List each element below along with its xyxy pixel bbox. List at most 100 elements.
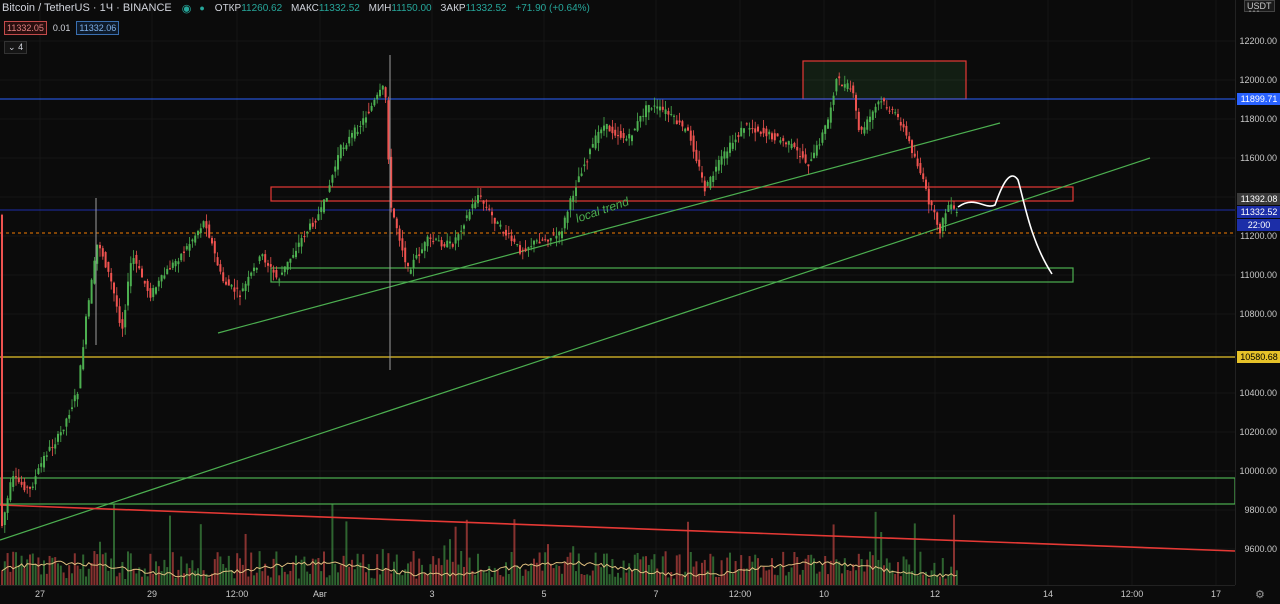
- candle-body: [743, 128, 745, 133]
- candle-body: [300, 238, 303, 247]
- symbol-title[interactable]: Bitcoin / TetherUS · 1Ч · BINANCE: [2, 2, 172, 14]
- candle-body: [773, 133, 776, 141]
- candle-body: [488, 208, 491, 210]
- volume-bar: [633, 554, 636, 585]
- candle-body: [146, 280, 149, 291]
- candle-body: [202, 221, 205, 228]
- candle-body: [589, 149, 591, 155]
- candle-body: [947, 205, 950, 212]
- buy-button[interactable]: 11332.06: [76, 21, 120, 35]
- candle-body: [849, 88, 852, 90]
- candle-body: [31, 486, 34, 488]
- volume-bar: [544, 552, 547, 585]
- volume-bar: [272, 558, 275, 585]
- candle-body: [278, 279, 281, 281]
- candle-body: [107, 261, 110, 272]
- time-tick: 12:00: [728, 589, 752, 599]
- candle-body: [930, 201, 933, 206]
- volume-bar: [404, 569, 407, 585]
- candle-body: [471, 204, 474, 209]
- volume-bar: [281, 567, 283, 585]
- candle-body: [272, 269, 275, 273]
- currency-label[interactable]: USDT: [1244, 0, 1275, 12]
- candle-body: [275, 269, 278, 278]
- candle-body: [20, 481, 23, 485]
- candle-body: [169, 268, 171, 270]
- candle-body: [171, 262, 174, 268]
- candle-body: [645, 105, 647, 118]
- volume-bar: [152, 573, 155, 585]
- candle-body: [381, 85, 384, 90]
- volume-bar: [524, 569, 527, 585]
- support-zone-mid[interactable]: [270, 267, 1074, 283]
- main-trend-line[interactable]: [0, 157, 1151, 541]
- volume-bar: [295, 555, 297, 585]
- settings-icon[interactable]: ⋯: [1248, 4, 1260, 18]
- volume-bar: [3, 561, 6, 585]
- volume-bar: [73, 553, 76, 585]
- volume-bar: [325, 577, 328, 585]
- volume-bar: [827, 574, 829, 585]
- indicators-collapse-button[interactable]: ⌄ 4: [4, 41, 28, 54]
- candle-body: [437, 240, 440, 242]
- volume-bar: [435, 564, 437, 585]
- candle-body: [905, 125, 908, 136]
- candle-body: [297, 242, 300, 247]
- candle-body: [250, 272, 253, 276]
- sell-button[interactable]: 11332.05: [4, 21, 47, 35]
- resistance-zone-top[interactable]: [802, 60, 967, 100]
- volume-bar: [687, 521, 689, 585]
- gear-icon[interactable]: ⚙: [1255, 589, 1265, 601]
- volume-bar: [591, 570, 594, 585]
- volume-bar: [857, 553, 860, 585]
- volume-bar: [516, 565, 519, 585]
- candle-body: [754, 128, 757, 133]
- volume-bar: [790, 567, 793, 585]
- volume-bar: [552, 568, 555, 585]
- chart-canvas[interactable]: [0, 0, 1235, 585]
- candle-body: [684, 128, 687, 132]
- volume-bar: [227, 555, 230, 585]
- volume-bar: [919, 551, 922, 585]
- candle-body: [213, 241, 216, 254]
- candle-body: [118, 306, 121, 323]
- local-trend-line[interactable]: [217, 122, 1001, 334]
- resistance-zone-mid[interactable]: [270, 186, 1074, 202]
- candle-body: [93, 260, 96, 284]
- chart-plot-area[interactable]: local trend: [0, 0, 1235, 585]
- volume-bar: [197, 568, 199, 585]
- time-tick: 7: [653, 589, 659, 599]
- candle-body: [547, 239, 549, 242]
- volume-bar: [619, 577, 622, 585]
- volume-bar: [684, 571, 687, 585]
- candle-body: [597, 131, 600, 143]
- candle-body: [6, 498, 9, 513]
- volume-bar: [731, 573, 734, 585]
- volume-bar: [121, 561, 124, 585]
- volume-bar: [93, 551, 96, 585]
- price-tick: 10000.00: [1239, 466, 1277, 476]
- volume-bar: [673, 578, 675, 585]
- candle-body: [180, 253, 183, 261]
- volume-bar: [631, 570, 633, 585]
- candle-body: [48, 446, 51, 451]
- candle-body: [216, 257, 219, 266]
- support-zone-low[interactable]: [0, 477, 1235, 505]
- volume-bar: [485, 572, 488, 585]
- eye-icon[interactable]: ◉: [181, 2, 192, 15]
- price-axis[interactable]: USDT 12200.00 12000.00 11800.00 11600.00…: [1235, 0, 1280, 585]
- candle-body: [689, 130, 692, 141]
- candle-body: [188, 244, 191, 251]
- volume-bar: [709, 553, 712, 585]
- volume-bar: [412, 551, 415, 585]
- volume-bar: [888, 562, 891, 585]
- candle-body: [155, 287, 157, 294]
- time-axis[interactable]: 27 29 12:00 Авг 3 5 7 12:00 10 12 14 12:…: [0, 585, 1235, 604]
- candle-body: [737, 135, 740, 137]
- price-tick: 11800.00: [1240, 114, 1277, 124]
- candle-body: [365, 117, 367, 123]
- candle-body: [135, 254, 138, 264]
- candle-body: [510, 235, 513, 242]
- candle-body: [776, 133, 779, 137]
- volume-bar: [29, 554, 31, 585]
